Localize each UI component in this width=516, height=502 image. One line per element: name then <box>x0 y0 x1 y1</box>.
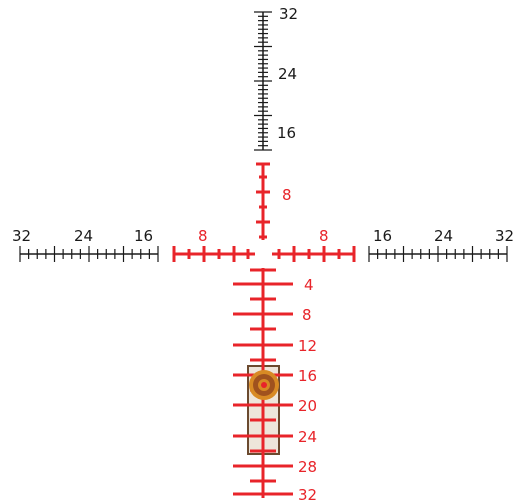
label-right-24: 24 <box>434 227 453 245</box>
label-lower-16: 16 <box>298 367 317 385</box>
upper-black-post <box>254 11 272 151</box>
label-upper-8: 8 <box>282 186 292 204</box>
label-left-16: 16 <box>134 227 153 245</box>
label-top-24: 24 <box>278 65 297 83</box>
bullseye-icon <box>249 370 279 400</box>
left-red-post <box>172 246 255 262</box>
label-left-24: 24 <box>74 227 93 245</box>
label-lower-24: 24 <box>298 428 317 446</box>
label-lower-20: 20 <box>298 397 317 415</box>
label-lower-32: 32 <box>298 486 317 502</box>
label-right-32: 32 <box>495 227 514 245</box>
label-top-32: 32 <box>279 5 298 23</box>
label-right-16: 16 <box>373 227 392 245</box>
label-lower-4: 4 <box>304 276 314 294</box>
label-lower-8: 8 <box>302 306 312 324</box>
right-black-post <box>368 246 508 262</box>
label-lower-12: 12 <box>298 337 317 355</box>
label-left-32: 32 <box>12 227 31 245</box>
right-red-post <box>272 246 356 262</box>
left-black-post <box>19 246 159 262</box>
label-left-8: 8 <box>198 227 208 245</box>
label-top-16: 16 <box>277 124 296 142</box>
label-lower-28: 28 <box>298 458 317 476</box>
upper-red-post <box>256 162 270 240</box>
label-right-8: 8 <box>319 227 329 245</box>
